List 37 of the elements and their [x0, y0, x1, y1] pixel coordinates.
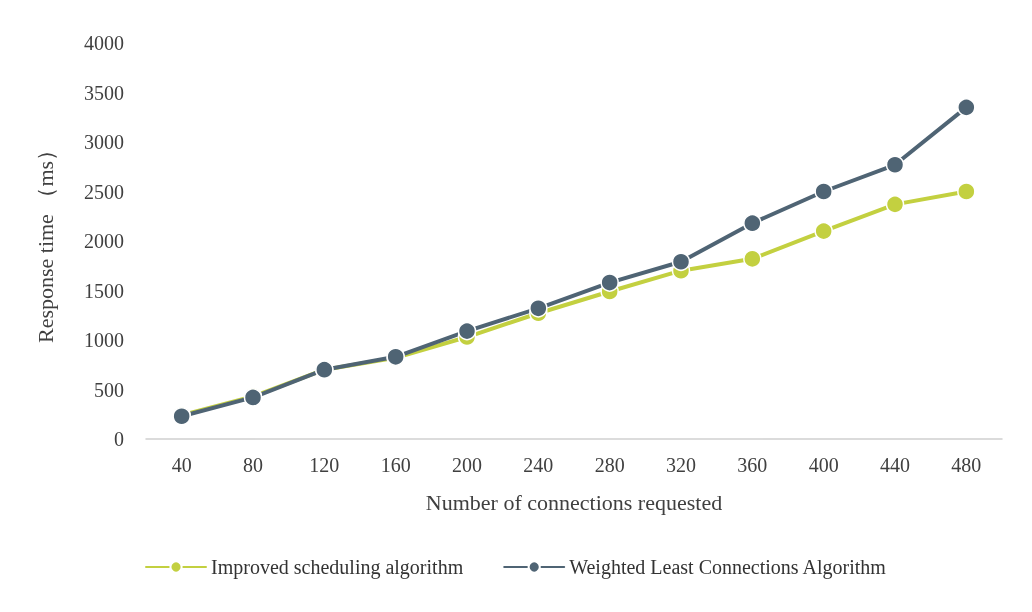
point: [885, 155, 905, 175]
y-tick-label: 1000: [84, 329, 124, 351]
point: [885, 195, 905, 214]
y-tick-label: 500: [94, 378, 124, 401]
point: [814, 182, 833, 201]
x-tick-label: 440: [880, 454, 910, 476]
x-tick-label: 160: [380, 454, 411, 476]
y-tick-label: 1500: [84, 279, 124, 302]
point: [957, 182, 976, 201]
legend-label: Weighted Least Connections Algorithm: [569, 556, 887, 579]
point: [814, 221, 833, 241]
y-axis-title: Response time （ms）: [32, 138, 58, 344]
x-tick-label: 480: [951, 454, 982, 476]
x-tick-label: 280: [594, 454, 625, 476]
y-tick-label: 0: [114, 428, 124, 450]
y-tick-label: 2500: [84, 180, 124, 203]
legend-label: Improved scheduling algorithm: [211, 556, 464, 579]
point: [529, 299, 548, 318]
y-tick-label: 4000: [84, 32, 124, 54]
point: [600, 273, 619, 292]
y-tick-label: 2000: [84, 230, 124, 252]
point: [957, 98, 976, 117]
x-tick-label: 40: [171, 454, 192, 476]
x-tick-label: 240: [523, 454, 554, 476]
y-tick-label: 3500: [84, 81, 124, 104]
point: [671, 252, 691, 272]
point: [457, 321, 477, 341]
x-tick-label: 400: [808, 454, 839, 476]
x-tick-label: 320: [666, 454, 696, 476]
x-tick-label: 80: [243, 454, 263, 476]
x-tick-label: 120: [309, 454, 340, 476]
x-tick-label: 360: [737, 454, 768, 476]
x-axis-title: Number of connections requested: [425, 489, 723, 515]
y-tick-label: 3000: [84, 131, 124, 153]
point: [743, 213, 762, 233]
x-tick-label: 200: [452, 454, 482, 476]
point: [743, 249, 762, 269]
